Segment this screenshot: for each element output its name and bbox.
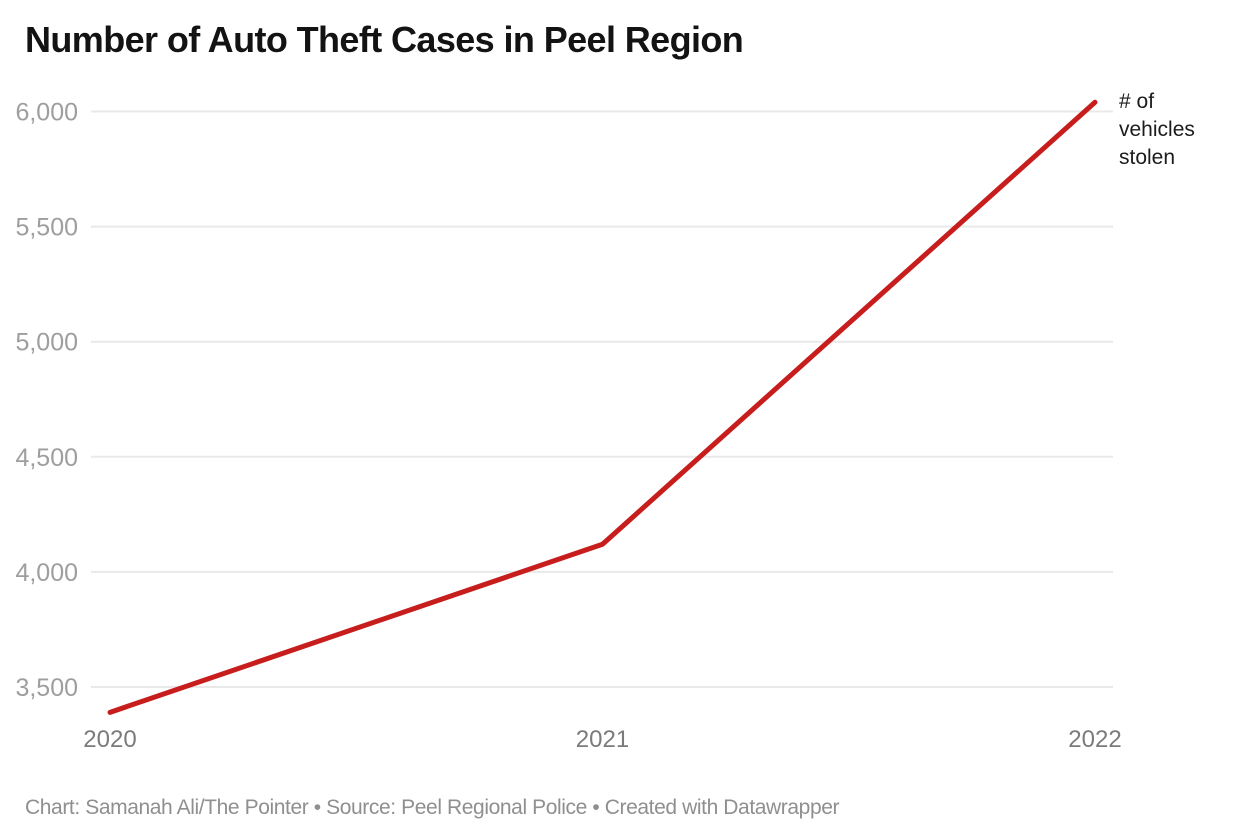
line-end-label: # of vehicles stolen <box>1119 90 1195 169</box>
chart-title: Number of Auto Theft Cases in Peel Regio… <box>25 19 744 60</box>
data-line-vehicles-stolen <box>107 99 1098 715</box>
x-axis-tick-labels: 2020 2021 2022 <box>83 726 1121 753</box>
y-axis-tick-labels: 3,500 4,000 4,500 5,000 5,500 6,000 <box>15 99 78 703</box>
data-series <box>107 99 1098 715</box>
x-tick-label: 2021 <box>576 726 629 753</box>
chart-footer: Chart: Samanah Ali/The Pointer • Source:… <box>25 796 840 819</box>
y-tick-label: 4,000 <box>15 559 78 587</box>
y-tick-label: 6,000 <box>15 99 78 127</box>
y-tick-label: 5,500 <box>15 214 78 242</box>
x-tick-label: 2022 <box>1068 726 1121 753</box>
y-tick-label: 5,000 <box>15 329 78 357</box>
y-tick-label: 3,500 <box>15 674 78 702</box>
y-tick-label: 4,500 <box>15 444 78 472</box>
x-tick-label: 2020 <box>83 726 136 753</box>
gridlines <box>91 110 1113 688</box>
